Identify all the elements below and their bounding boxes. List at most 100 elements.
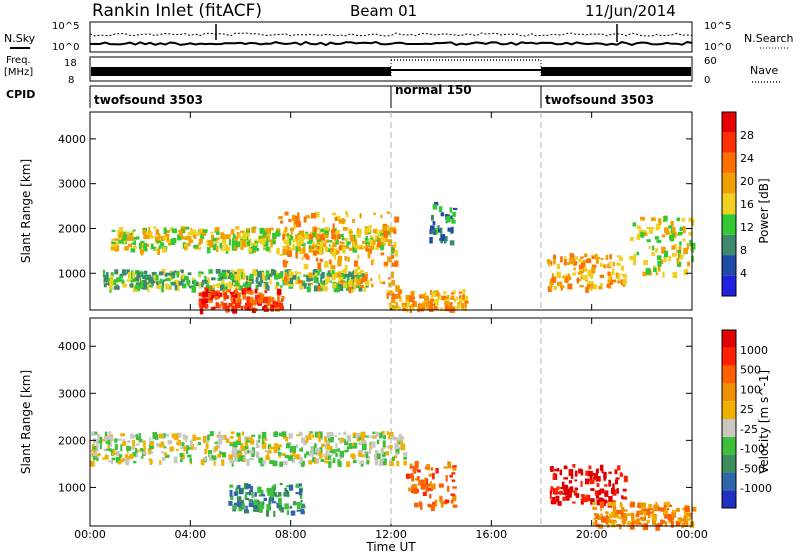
colorbar-tick-4: 20 <box>740 175 754 188</box>
heatmap-cell-6-9 <box>599 262 603 268</box>
heatmap-cell-7-7 <box>633 259 637 265</box>
heatmap-cell-3-58 <box>552 497 556 503</box>
heatmap-cell-5-24 <box>449 240 455 246</box>
heatmap-cell-2-27 <box>281 296 285 300</box>
heatmap-cell-0-467 <box>394 442 399 450</box>
heatmap-cell-1-285 <box>314 272 318 278</box>
heatmap-cell-1-108 <box>266 510 270 517</box>
heatmap-cell-1-127 <box>255 278 258 284</box>
heatmap-cell-0-326 <box>254 247 260 252</box>
heatmap-cell-0-214 <box>207 434 210 441</box>
heatmap-cell-1-315 <box>141 276 145 279</box>
heatmap-cell-0-310 <box>126 445 131 451</box>
heatmap-cell-0-399 <box>254 241 258 244</box>
heatmap-cell-7-21 <box>672 235 677 239</box>
time-axis-labels: 00:00 04:00 08:00 12:00 16:00 20:00 00:00 <box>74 528 708 541</box>
heatmap-cell-2-49 <box>218 293 221 299</box>
heatmap-cell-6-108 <box>607 280 612 283</box>
heatmap-cell-2-64 <box>228 303 233 307</box>
heatmap-cell-1-291 <box>208 285 211 292</box>
heatmap-cell-3-54 <box>304 236 310 239</box>
heatmap-cell-1-236 <box>311 275 315 279</box>
heatmap-cell-5-35 <box>440 234 446 241</box>
heatmap-cell-0-403 <box>140 245 143 248</box>
heatmap-cell-0-443 <box>92 446 97 451</box>
heatmap-cell-0-70 <box>298 431 302 437</box>
heatmap-cell-0-429 <box>185 435 188 442</box>
heatmap-cell-1-257 <box>358 271 362 275</box>
heatmap-cell-7-93 <box>679 254 684 260</box>
heatmap-cell-2-111 <box>243 305 247 309</box>
heatmap-cell-0-246 <box>299 448 303 452</box>
heatmap-cell-7-24 <box>651 251 655 256</box>
heatmap-cell-7-86 <box>672 226 676 233</box>
heatmap-cell-3-90 <box>316 241 321 245</box>
heatmap-cell-0-3 <box>165 230 171 234</box>
heatmap-cell-6-27 <box>595 257 599 264</box>
heatmap-cell-3-53 <box>559 490 564 495</box>
heatmap-cell-0-254 <box>232 246 235 250</box>
heatmap-cell-0-134 <box>270 242 273 248</box>
heatmap-cell-1-386 <box>245 281 248 285</box>
heatmap-cell-0-366 <box>216 231 220 235</box>
heatmap-cell-0-448 <box>122 438 125 442</box>
heatmap-cell-3-51 <box>556 486 560 490</box>
heatmap-cell-1-60 <box>296 502 301 510</box>
heatmap-cell-3-13 <box>572 490 577 493</box>
heatmap-cell-3-57 <box>331 274 335 277</box>
heatmap-cell-0-427 <box>311 451 314 458</box>
heatmap-cell-6-110 <box>569 257 574 264</box>
heatmap-cell-4-134 <box>687 512 692 517</box>
heatmap-cell-0-105 <box>160 235 165 242</box>
time-tick-label-5: 20:00 <box>576 528 608 541</box>
heatmap-cell-0-373 <box>288 433 293 439</box>
heatmap-cell-1-122 <box>219 273 224 281</box>
heatmap-cell-4-150 <box>636 518 639 526</box>
heatmap-cell-4-52 <box>388 292 392 296</box>
heatmap-cell-0-394 <box>237 436 241 442</box>
heatmap-cell-1-398 <box>302 283 307 286</box>
heatmap-cell-7-60 <box>669 238 675 242</box>
heatmap-cell-0-339 <box>359 246 365 250</box>
heatmap-cell-0-261 <box>318 450 321 454</box>
heatmap-cell-2-74 <box>435 468 439 474</box>
heatmap-cell-0-372 <box>154 236 160 242</box>
heatmap-cell-0-263 <box>337 459 340 466</box>
heatmap-cell-0-220 <box>142 451 147 455</box>
heatmap-cell-4-55 <box>594 513 598 516</box>
heatmap-cell-1-104 <box>298 483 302 487</box>
nsearch-label: N.Search <box>744 32 794 45</box>
heatmap-cell-5-11 <box>437 225 440 230</box>
heatmap-cell-0-204 <box>99 443 102 450</box>
heatmap-cell-4-35 <box>406 301 410 307</box>
colorbar-tick-7: 1000 <box>740 344 768 357</box>
heatmap-cell-1-326 <box>354 278 358 283</box>
heatmap-cell-1-245 <box>116 277 121 282</box>
heatmap-cell-6-106 <box>609 279 614 285</box>
heatmap-cell-1-113 <box>143 274 149 279</box>
cpid-segment-3: twofsound 3503 <box>545 93 654 107</box>
heatmap-cell-0-352 <box>380 447 384 455</box>
heatmap-cell-0-191 <box>382 242 387 245</box>
heatmap-cell-2-84 <box>204 303 209 308</box>
heatmap-cell-1-324 <box>171 281 176 286</box>
heatmap-cell-1-59 <box>193 279 197 286</box>
heatmap-cell-0-221 <box>388 431 394 437</box>
heatmap-cell-0-242 <box>284 454 290 459</box>
heatmap-cell-0-357 <box>241 240 247 247</box>
heatmap-cell-4-80 <box>616 513 620 519</box>
heatmap-cell-0-51 <box>111 229 116 232</box>
heatmap-cell-2-42 <box>247 306 251 310</box>
heatmap-cell-1-346 <box>109 278 114 286</box>
heatmap-cell-3-46 <box>589 474 593 482</box>
heatmap-cell-3-138 <box>295 215 299 222</box>
heatmap-cell-0-43 <box>393 455 398 459</box>
heatmap-cell-3-176 <box>383 230 388 238</box>
heatmap-cell-0-469 <box>129 453 134 459</box>
heatmap-cell-3-56 <box>372 258 375 264</box>
heatmap-cell-3-89 <box>575 470 578 477</box>
heatmap-cell-0-305 <box>305 451 309 456</box>
heatmap-cell-2-63 <box>419 503 423 510</box>
heatmap-cell-2-59 <box>444 499 450 504</box>
colorbar-tick-3: -25 <box>740 423 758 436</box>
